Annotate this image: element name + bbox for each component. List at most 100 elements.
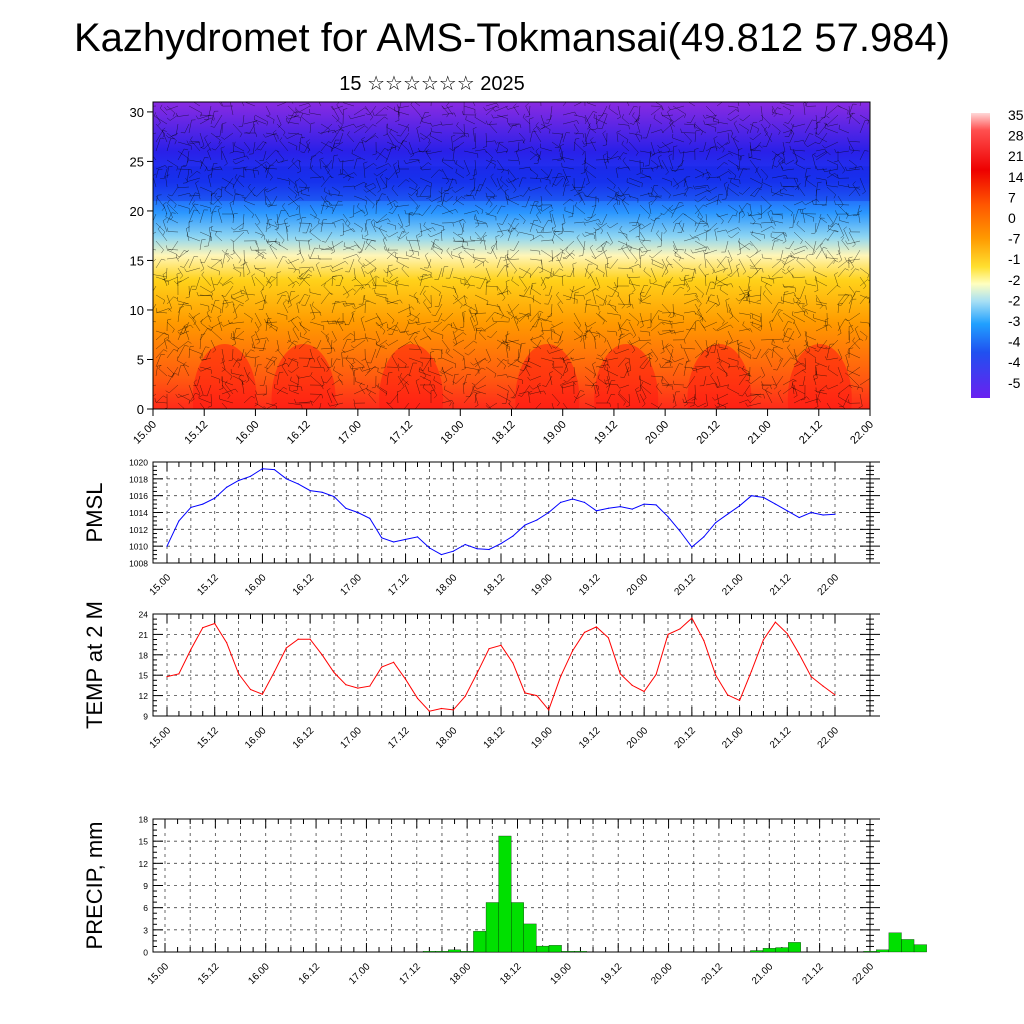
- precip-bar: [485, 902, 499, 953]
- precip-bar: [498, 835, 512, 953]
- data-point: [500, 644, 502, 646]
- x-tick-label: 19.00: [529, 572, 555, 598]
- data-point: [524, 524, 526, 526]
- data-point: [452, 709, 454, 711]
- data-point: [691, 546, 693, 548]
- heatmap-x-tick-label: 20.12: [695, 419, 723, 447]
- y-tick-label: 1010: [129, 542, 148, 552]
- data-point: [404, 678, 407, 680]
- y-tick-label: 1014: [129, 508, 148, 518]
- data-point: [548, 511, 550, 514]
- x-tick-label: 19.12: [599, 961, 625, 987]
- data-point: [667, 633, 669, 636]
- data-point: [512, 662, 514, 664]
- colorbar: 35 28 21 14 7 0 -7 -1 -2 -2 -3 -4 -4 -5: [971, 107, 1024, 398]
- data-point: [381, 666, 383, 668]
- precip-bar: [876, 949, 890, 953]
- x-tick-label: 21.00: [750, 961, 776, 987]
- y-tick-label: 15: [139, 837, 149, 847]
- heatmap-x-tick-label: 21.12: [797, 419, 825, 447]
- precip-bar: [473, 931, 487, 953]
- x-tick-label: 22.00: [816, 725, 842, 751]
- x-tick-label: 20.00: [649, 961, 675, 987]
- x-tick-label: 16.12: [291, 572, 317, 598]
- colorbar-gradient: [971, 113, 990, 398]
- precip-panel: 0 3 6 9 12 15 18 15.00 15.12 16.00 16.12 17.00 17.12…: [82, 815, 927, 987]
- colorbar-label: 7: [1008, 189, 1016, 205]
- x-tick-label: 15.12: [195, 725, 221, 751]
- data-point: [488, 648, 490, 650]
- heatmap-y-tick-label: 25: [130, 154, 144, 169]
- x-tick-label: 21.00: [720, 572, 746, 598]
- data-point: [321, 654, 323, 656]
- precip-bar: [511, 902, 524, 953]
- warm-core: [271, 344, 336, 409]
- heatmap-x-tick-label: 18.12: [490, 419, 518, 447]
- data-point: [309, 638, 311, 640]
- y-tick-label: 1018: [129, 474, 148, 484]
- data-point: [357, 687, 359, 689]
- data-point: [774, 503, 776, 505]
- y-tick-label: 1008: [129, 559, 148, 569]
- data-point: [237, 479, 240, 482]
- data-point: [607, 637, 609, 639]
- x-tick-label: 20.12: [700, 961, 726, 987]
- pmsl-panel: 1008 1010 1012 1014 1016 1018 1020 15.00 15.12 16…: [82, 458, 880, 598]
- data-point: [202, 627, 204, 629]
- data-point: [738, 505, 741, 507]
- x-tick-label: 21.12: [800, 961, 826, 987]
- x-tick-label: 18.00: [434, 725, 460, 751]
- data-point: [297, 483, 299, 485]
- data-point: [393, 661, 395, 663]
- colorbar-label: 14: [1008, 169, 1024, 185]
- precip-bar: [523, 923, 537, 953]
- data-point: [631, 684, 633, 687]
- data-point: [202, 503, 204, 505]
- x-tick-label: 17.00: [339, 725, 365, 751]
- x-tick-label: 20.12: [673, 572, 699, 598]
- y-axis-label: PMSL: [82, 483, 107, 543]
- data-point: [464, 543, 466, 546]
- x-tick-label: 17.00: [347, 961, 373, 987]
- data-point: [381, 537, 383, 539]
- data-point: [416, 536, 419, 538]
- heatmap-y-tick-label: 0: [137, 402, 144, 417]
- x-tick-label: 21.12: [768, 572, 794, 598]
- data-point: [548, 709, 550, 711]
- x-tick-label: 19.00: [529, 725, 555, 751]
- data-point: [655, 673, 657, 676]
- y-tick-label: 6: [143, 903, 148, 913]
- y-tick-label: 9: [143, 881, 148, 891]
- data-point: [369, 517, 371, 519]
- x-tick-label: 15.00: [148, 572, 174, 598]
- precip-bar: [913, 944, 927, 953]
- precip-bar: [762, 948, 776, 953]
- x-tick-label: 19.00: [549, 961, 575, 987]
- colorbar-label: -5: [1008, 375, 1021, 391]
- data-point: [440, 707, 442, 710]
- y-tick-label: 0: [143, 948, 148, 958]
- x-tick-label: 19.12: [577, 572, 603, 598]
- data-point: [786, 633, 788, 635]
- heatmap-x-axis: 15.00 15.12 16.00 16.12 17.00 17.12 18.00 18.12…: [131, 409, 876, 447]
- x-tick-label: 17.12: [386, 572, 412, 598]
- heatmap-y-tick-label: 20: [130, 204, 144, 219]
- data-point: [560, 675, 562, 678]
- x-tick-label: 20.00: [625, 725, 651, 751]
- data-point: [285, 478, 287, 480]
- data-point: [237, 673, 240, 675]
- data-point: [178, 520, 180, 522]
- colorbar-label: -3: [1008, 313, 1021, 329]
- x-tick-label: 15.12: [196, 961, 222, 987]
- x-tick-label: 18.12: [482, 725, 508, 751]
- data-point: [691, 617, 693, 619]
- data-point: [333, 671, 335, 674]
- data-point: [428, 547, 431, 549]
- heatmap-x-tick-label: 21.00: [746, 419, 774, 447]
- data-point: [738, 699, 741, 701]
- data-point: [643, 690, 645, 693]
- y-tick-label: 12: [139, 859, 149, 869]
- data-point: [321, 491, 323, 493]
- y-tick-label: 1016: [129, 491, 148, 501]
- x-tick-label: 21.12: [768, 725, 794, 751]
